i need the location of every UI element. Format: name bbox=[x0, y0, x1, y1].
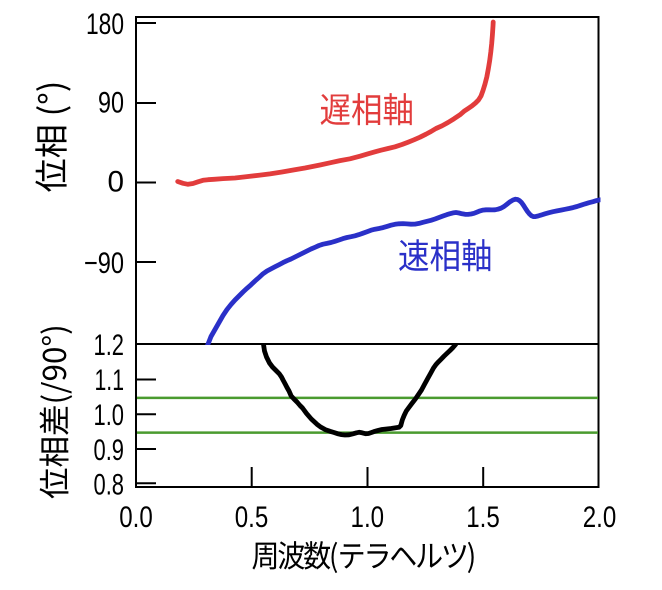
svg-text:0.0: 0.0 bbox=[119, 501, 153, 534]
svg-text:180: 180 bbox=[86, 8, 124, 41]
svg-text:1.0: 1.0 bbox=[94, 399, 125, 432]
svg-text:1.5: 1.5 bbox=[466, 501, 500, 534]
svg-text:1.1: 1.1 bbox=[95, 364, 125, 397]
svg-text:0: 0 bbox=[108, 166, 125, 199]
svg-text:1.0: 1.0 bbox=[351, 501, 385, 534]
svg-text:90: 90 bbox=[98, 87, 124, 120]
svg-text:−90: −90 bbox=[84, 247, 124, 280]
svg-text:0.5: 0.5 bbox=[235, 501, 269, 534]
svg-text:0.8: 0.8 bbox=[94, 468, 125, 501]
svg-text:1.2: 1.2 bbox=[94, 329, 125, 362]
svg-text:0.9: 0.9 bbox=[94, 434, 125, 467]
svg-text:2.0: 2.0 bbox=[583, 501, 617, 534]
